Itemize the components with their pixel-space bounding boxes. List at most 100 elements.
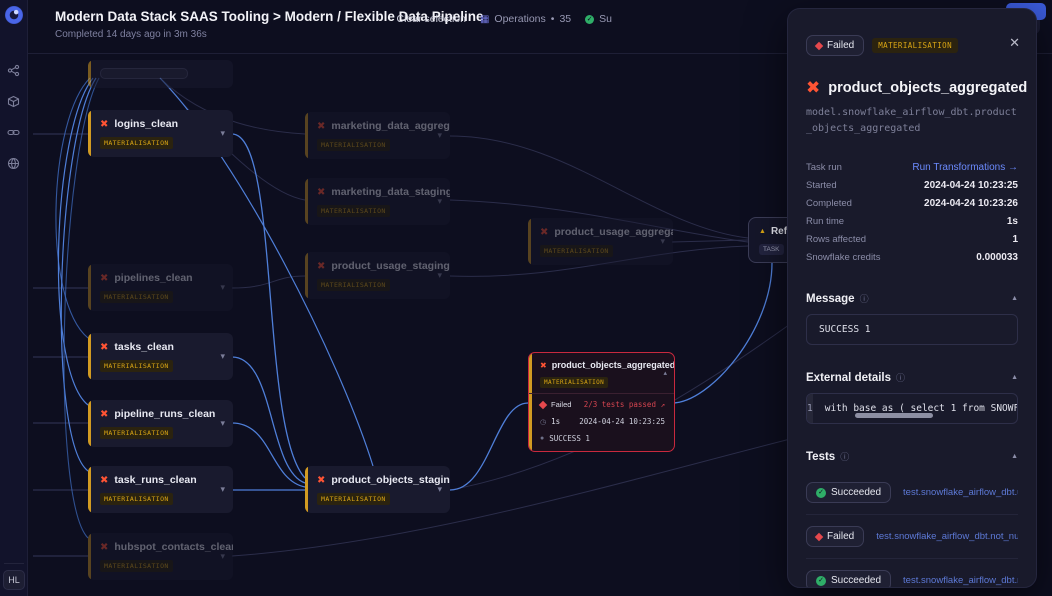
tests-passed-link[interactable]: 2/3 tests passed ↗ — [583, 400, 665, 409]
status-filter[interactable]: ✓ Su — [585, 13, 612, 25]
node-product-usage-staging[interactable]: ✖ product_usage_staging MATERIALISATION … — [305, 252, 450, 299]
materialisation-badge: MATERIALISATION — [100, 291, 173, 303]
chevron-down-icon[interactable]: ▾ — [437, 196, 442, 206]
app-logo-icon[interactable] — [4, 6, 23, 24]
tests-section-header: Tests ⓘ ▲ — [806, 450, 1018, 463]
sidebar: HL — [0, 0, 28, 596]
check-icon: ✓ — [816, 575, 826, 586]
materialisation-badge: MATERIALISATION — [100, 360, 173, 372]
collapse-icon[interactable]: ▲ — [1011, 295, 1018, 302]
external-details-section-header: External details ⓘ ▲ — [806, 371, 1018, 384]
task-badge: TASK — [759, 244, 784, 255]
node-logins-clean[interactable]: ✖ logins_clean MATERIALISATION ▾ — [88, 110, 233, 157]
run-transformations-link[interactable]: Run Transformations → — [912, 161, 1018, 173]
chevron-down-icon[interactable]: ▾ — [220, 351, 225, 361]
chevron-down-icon[interactable]: ▾ — [220, 551, 225, 561]
succeeded-badge: ✓ Succeeded — [806, 482, 892, 503]
chevron-down-icon[interactable]: ▾ — [220, 484, 225, 494]
link-icon[interactable] — [7, 126, 20, 139]
detail-row: Task run Run Transformations → — [806, 161, 1018, 173]
message-icon: ● — [540, 435, 545, 442]
detail-row: Run time 1s — [806, 215, 1018, 227]
dbt-icon: ✖ — [100, 118, 109, 130]
test-row: ✓ Succeeded test.snowflake_airflow_dbt.u… — [806, 471, 1018, 514]
chevron-down-icon[interactable]: ▾ — [437, 270, 442, 280]
dbt-icon: ✖ — [100, 474, 109, 486]
warning-icon: ▲ — [759, 228, 766, 235]
user-avatar[interactable]: HL — [3, 570, 25, 590]
node-hubspot-contacts-clean[interactable]: ✖ hubspot_contacts_clean MATERIALISATION… — [88, 533, 233, 580]
clock-icon: ◷ — [540, 418, 547, 426]
dbt-icon: ✖ — [100, 272, 109, 284]
check-icon: ✓ — [816, 487, 826, 498]
chevron-up-icon[interactable]: ▴ — [663, 370, 667, 377]
operations-filter[interactable]: ▦ Operations • 35 — [479, 13, 572, 25]
info-icon[interactable]: ⓘ — [840, 452, 850, 462]
materialisation-badge: MATERIALISATION — [540, 245, 613, 257]
close-icon[interactable]: ✕ — [1009, 35, 1020, 50]
chevron-down-icon[interactable]: ▾ — [220, 418, 225, 428]
node-pipelines-clean[interactable]: ✖ pipelines_clean MATERIALISATION ▾ — [88, 264, 233, 311]
horizontal-scrollbar[interactable] — [855, 413, 933, 418]
failed-status-icon — [814, 41, 824, 50]
chevron-down-icon[interactable]: ▾ — [220, 282, 225, 292]
materialisation-badge: MATERIALISATION — [872, 38, 958, 53]
clear-selection-button[interactable]: Clear selection — [396, 13, 466, 25]
node-product-usage-aggregated[interactable]: ✖ product_usage_aggregated MATERIALISATI… — [528, 218, 673, 265]
dbt-icon: ✖ — [317, 120, 326, 132]
node-marketing-data-staging[interactable]: ✖ marketing_data_staging MATERIALISATION… — [305, 178, 450, 225]
detail-row: Started 2024-04-24 10:23:25 — [806, 179, 1018, 191]
detail-row: Completed 2024-04-24 10:23:26 — [806, 197, 1018, 209]
materialisation-badge: MATERIALISATION — [100, 137, 173, 149]
dbt-icon: ✖ — [100, 541, 109, 553]
dbt-icon: ✖ — [100, 341, 109, 353]
succeeded-status-icon: ✓ — [585, 14, 595, 24]
detail-row: Rows affected 1 — [806, 233, 1018, 245]
chevron-down-icon[interactable]: ▾ — [220, 128, 225, 138]
failed-badge: Failed — [806, 526, 865, 547]
node-marketing-data-aggregated[interactable]: ✖ marketing_data_aggregated MATERIALISAT… — [305, 112, 450, 159]
chevron-down-icon[interactable]: ▾ — [437, 130, 442, 140]
collapse-icon[interactable]: ▲ — [1011, 453, 1018, 460]
node-product-objects-staging[interactable]: ✖ product_objects_staging MATERIALISATIO… — [305, 466, 450, 513]
pipeline-graph-icon[interactable] — [7, 64, 20, 77]
failed-status-badge: Failed — [806, 35, 865, 56]
info-icon[interactable]: ⓘ — [859, 294, 869, 304]
sidebar-divider — [4, 563, 24, 564]
test-link[interactable]: test.snowflake_airflow_dbt.unique_pro — [903, 487, 1018, 498]
dbt-icon: ✖ — [540, 226, 549, 238]
materialisation-badge: MATERIALISATION — [317, 279, 390, 291]
collapse-icon[interactable]: ▲ — [1011, 374, 1018, 381]
message-codebox: SUCCESS 1 — [806, 314, 1018, 345]
test-row: Failed test.snowflake_airflow_dbt.not_nu… — [806, 514, 1018, 558]
node-stripe — [88, 60, 91, 88]
node-pipeline-runs-clean[interactable]: ✖ pipeline_runs_clean MATERIALISATION ▾ — [88, 400, 233, 447]
message-section-header: Message ⓘ ▲ — [806, 292, 1018, 305]
dbt-icon: ✖ — [317, 186, 326, 198]
dbt-icon: ✖ — [806, 78, 821, 97]
model-identifier: model.snowflake_airflow_dbt.product_obje… — [806, 107, 1017, 134]
detail-row: Snowflake credits 0.000033 — [806, 251, 1018, 263]
page-title: Modern Data Stack SAAS Tooling > Modern … — [55, 9, 484, 24]
materialisation-badge: MATERIALISATION — [100, 493, 173, 505]
run-summary: Completed 14 days ago in 3m 36s — [55, 29, 207, 40]
materialisation-badge: MATERIALISATION — [540, 377, 609, 388]
failed-status-icon — [538, 400, 548, 409]
cube-icon[interactable] — [7, 95, 20, 108]
chevron-down-icon[interactable]: ▾ — [660, 236, 665, 246]
dbt-icon: ✖ — [540, 360, 547, 370]
node-tasks-clean[interactable]: ✖ tasks_clean MATERIALISATION ▾ — [88, 333, 233, 380]
node-product-objects-aggregated-selected[interactable]: ✖ product_objects_aggregated ▴ MATERIALI… — [528, 352, 675, 452]
info-icon[interactable]: ⓘ — [896, 373, 906, 383]
test-link[interactable]: test.snowflake_airflow_dbt.not_null_pr — [903, 575, 1018, 586]
test-link[interactable]: test.snowflake_airflow_dbt.not_null_pr — [876, 531, 1018, 542]
globe-icon[interactable] — [7, 157, 20, 170]
sql-codebox[interactable]: 1 with base as ( select 1 from SNOWFLAKE — [806, 393, 1018, 424]
node-partial-top[interactable] — [88, 60, 233, 88]
test-row: ✓ Succeeded test.snowflake_airflow_dbt.n… — [806, 558, 1018, 587]
materialisation-badge: MATERIALISATION — [100, 560, 173, 572]
dbt-icon: ✖ — [317, 474, 326, 486]
materialisation-badge: MATERIALISATION — [100, 427, 173, 439]
node-task-runs-clean[interactable]: ✖ task_runs_clean MATERIALISATION ▾ — [88, 466, 233, 513]
chevron-down-icon[interactable]: ▾ — [437, 484, 442, 494]
